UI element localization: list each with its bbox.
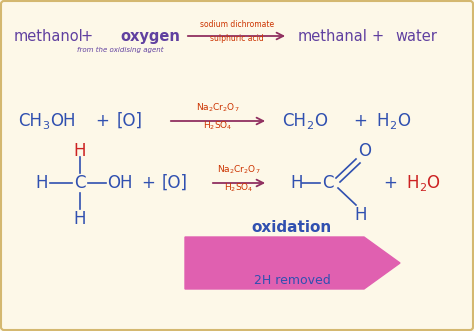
Text: Na$_2$Cr$_2$O$_7$: Na$_2$Cr$_2$O$_7$: [196, 102, 240, 114]
Text: H: H: [74, 142, 86, 160]
Text: methanol: methanol: [14, 28, 84, 43]
Text: sulphuric acid: sulphuric acid: [210, 33, 264, 42]
Text: sodium dichromate: sodium dichromate: [200, 20, 274, 28]
Text: H: H: [376, 112, 389, 130]
Text: H$_2$SO$_4$: H$_2$SO$_4$: [224, 182, 254, 194]
Text: Na$_2$Cr$_2$O$_7$: Na$_2$Cr$_2$O$_7$: [217, 164, 261, 176]
Text: C: C: [322, 174, 334, 192]
Text: H: H: [406, 174, 419, 192]
Text: +: +: [383, 174, 397, 192]
Text: H: H: [74, 210, 86, 228]
Text: O: O: [314, 112, 327, 130]
Text: [O]: [O]: [162, 174, 188, 192]
Text: +: +: [353, 112, 367, 130]
Text: OH: OH: [107, 174, 133, 192]
Text: from the oxidising agent: from the oxidising agent: [77, 47, 163, 53]
Text: 2H removed: 2H removed: [254, 274, 330, 288]
Text: H: H: [290, 174, 302, 192]
Text: 3: 3: [42, 121, 49, 131]
Text: 2: 2: [419, 183, 426, 193]
Text: water: water: [395, 28, 437, 43]
Text: CH: CH: [18, 112, 42, 130]
Text: C: C: [74, 174, 86, 192]
Text: oxidation: oxidation: [252, 219, 332, 234]
Text: oxygen: oxygen: [120, 28, 180, 43]
Text: +: +: [141, 174, 155, 192]
Text: CH: CH: [282, 112, 306, 130]
Text: H$_2$SO$_4$: H$_2$SO$_4$: [203, 120, 233, 132]
Text: methanal: methanal: [298, 28, 368, 43]
Text: 2: 2: [306, 121, 313, 131]
Text: H: H: [36, 174, 48, 192]
Text: +: +: [81, 28, 93, 43]
Text: H: H: [354, 206, 366, 224]
Text: O: O: [397, 112, 410, 130]
Text: O: O: [358, 142, 371, 160]
Text: +: +: [372, 28, 384, 43]
FancyArrow shape: [185, 237, 400, 289]
Text: +: +: [95, 112, 109, 130]
Text: O: O: [426, 174, 439, 192]
Text: [O]: [O]: [117, 112, 143, 130]
Text: OH: OH: [50, 112, 75, 130]
Text: 2: 2: [389, 121, 396, 131]
